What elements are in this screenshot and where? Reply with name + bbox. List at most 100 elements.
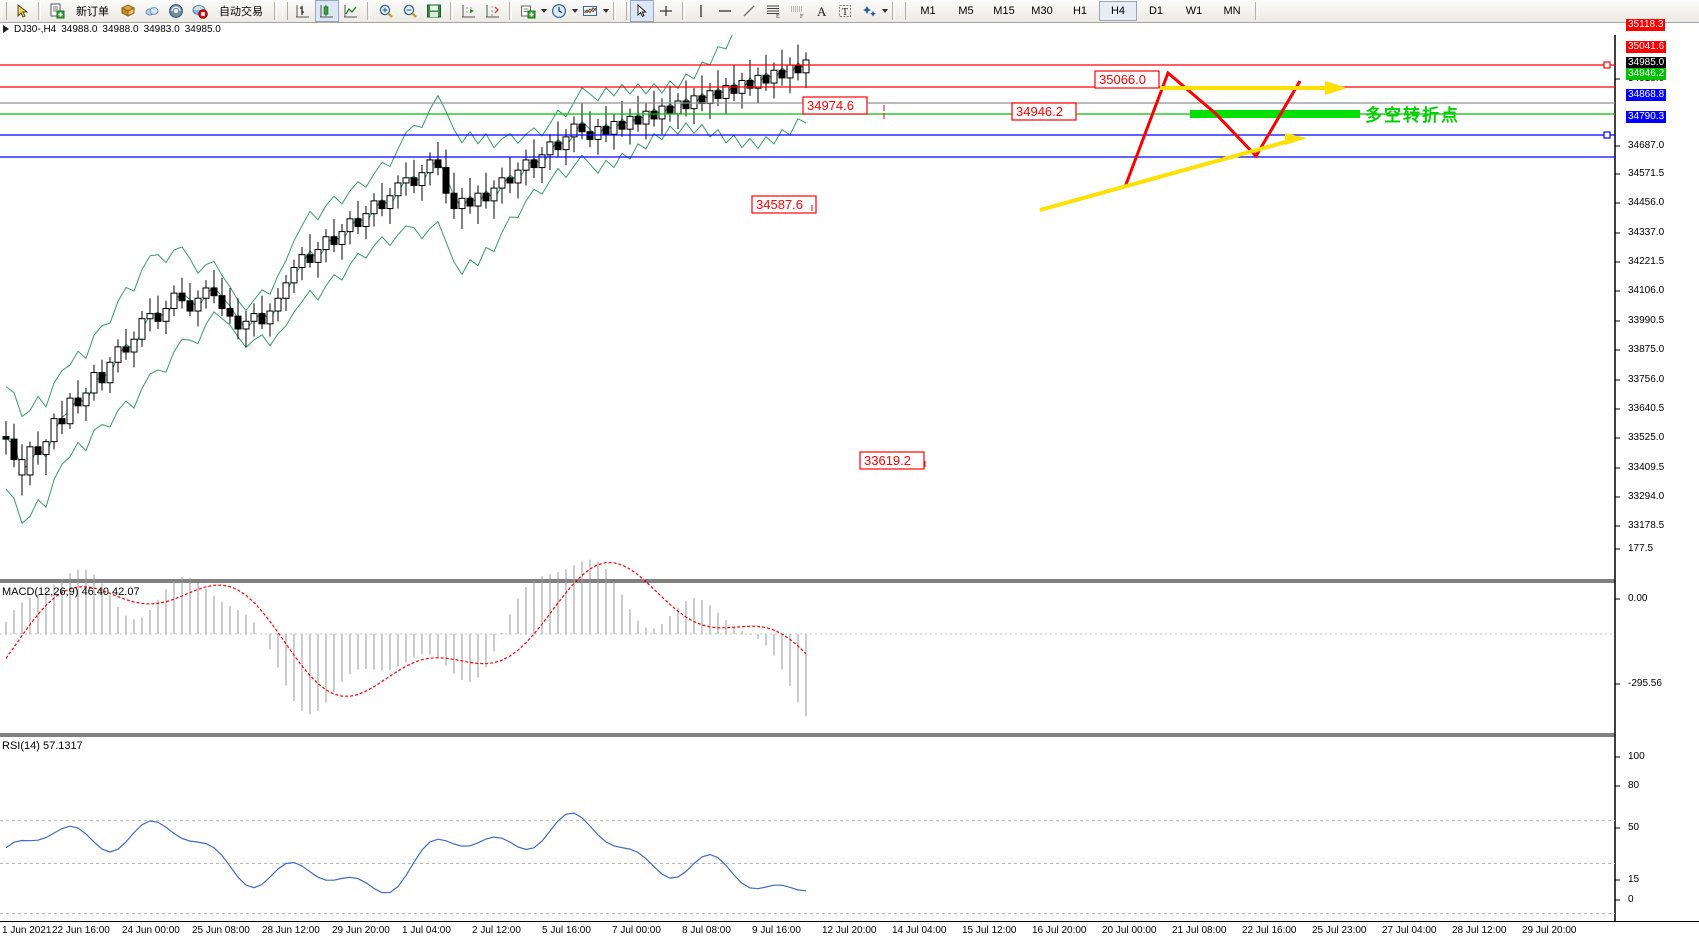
horizontal-line-icon[interactable] (713, 0, 737, 22)
time-label: 25 Jun 08:00 (192, 925, 250, 936)
price-tick-label: 33640.5 (1628, 403, 1665, 414)
bar-chart-icon[interactable] (291, 0, 315, 22)
text-icon[interactable]: A (809, 0, 833, 22)
timeframe-w1[interactable]: W1 (1185, 5, 1203, 17)
candle-body (562, 136, 570, 151)
candle-body (506, 177, 514, 184)
toolbar-grip[interactable] (900, 2, 906, 20)
timeframe-d1[interactable]: D1 (1148, 5, 1164, 17)
cursor-select-icon[interactable] (630, 0, 654, 22)
macd-tick-label: -295.56 (1628, 678, 1662, 689)
fibonacci-icon[interactable]: E (761, 0, 785, 22)
price-tag-label[interactable]: 34790.3 (1626, 111, 1667, 123)
line-chart-icon[interactable] (339, 0, 363, 22)
symbol-low: 34983.0 (143, 23, 180, 35)
candle-body (378, 200, 386, 210)
candle-body (258, 313, 266, 325)
chart-canvas[interactable]: 多空转折点 35066.0 34974.6 34946.2 34587.6 33619.2… (0, 35, 1699, 921)
candle-body (18, 459, 26, 476)
label-icon[interactable]: T (833, 0, 857, 22)
time-label: 28 Jun 12:00 (262, 925, 320, 936)
candle-body (298, 254, 306, 268)
candle-body (266, 310, 274, 325)
price-tag-label[interactable]: 35118.3 (1626, 19, 1666, 31)
clock-dropdown-caret[interactable] (572, 9, 578, 13)
timeframe-m1[interactable]: M1 (920, 5, 936, 17)
zoom-out-icon[interactable] (398, 0, 422, 22)
collapse-arrow-icon[interactable] (3, 25, 9, 33)
expert-advisor-icon[interactable] (116, 0, 140, 22)
candle-body (554, 141, 562, 151)
time-axis[interactable]: 1 Jun 2021 22 Jun 16:00 24 Jun 00:00 25 Jun… (0, 921, 1699, 943)
timeframe-h1[interactable]: H1 (1072, 5, 1088, 17)
price-tag-label[interactable]: 34946.2 (1626, 68, 1667, 80)
toolbar-separator (367, 2, 370, 20)
vertical-line-icon[interactable] (689, 0, 713, 22)
candle-body (690, 95, 698, 110)
time-label: 25 Jul 23:00 (1312, 925, 1367, 936)
time-label: 29 Jul 20:00 (1522, 925, 1577, 936)
candle-body (794, 64, 802, 74)
zoom-in-icon[interactable] (374, 0, 398, 22)
annotation-box (751, 195, 817, 214)
clock-icon[interactable] (547, 0, 571, 22)
candle-body (634, 115, 642, 125)
candle-body (386, 195, 394, 210)
toolbar-grip[interactable] (282, 2, 288, 20)
candle-body (66, 397, 74, 425)
candle-body (426, 159, 434, 174)
price-tag-label[interactable]: 35041.6 (1626, 41, 1667, 53)
candle-body (642, 110, 650, 125)
autotrade-button[interactable]: 自动交易 (219, 5, 263, 18)
candle-body (50, 418, 58, 443)
new-order-button[interactable]: 新订单 (76, 5, 109, 18)
macd-signal-line (5, 561, 807, 697)
cursor-arrow-icon[interactable] (10, 0, 34, 22)
toolbar-grip[interactable] (621, 2, 627, 20)
autotrade-icon[interactable] (188, 0, 212, 22)
cloud-icon[interactable] (140, 0, 164, 22)
candle-body (330, 236, 338, 245)
timeframe-group: M1 M5 M15 M30 H1 H4 D1 W1 MN (909, 1, 1251, 21)
price-tag-label[interactable]: 34985.0 (1626, 57, 1667, 69)
indicators-dropdown-caret[interactable] (603, 9, 609, 13)
macd-tick-label: 177.5 (1628, 543, 1654, 554)
time-label: 7 Jul 00:00 (612, 925, 661, 936)
timeframe-m5[interactable]: M5 (958, 5, 974, 17)
channel-icon[interactable]: F (785, 0, 809, 22)
shapes-icon[interactable] (857, 0, 881, 22)
candle-body (522, 159, 530, 171)
shapes-dropdown-caret[interactable] (882, 9, 888, 13)
candle-body (10, 438, 18, 461)
candle-body (418, 172, 426, 187)
timeframe-m15[interactable]: M15 (993, 5, 1015, 17)
candle-body (210, 287, 218, 297)
signals-icon[interactable] (164, 0, 188, 22)
timeframe-mn[interactable]: MN (1223, 5, 1241, 17)
save-icon[interactable] (422, 0, 446, 22)
chart-area[interactable]: 多空转折点 35066.0 34974.6 34946.2 34587.6 33619.2… (0, 18, 1699, 921)
toolbar-grip[interactable] (1, 2, 7, 20)
trendline-icon[interactable] (737, 0, 761, 22)
templates-icon[interactable] (516, 0, 540, 22)
timeframe-m30[interactable]: M30 (1031, 5, 1053, 17)
macd-caption: MACD(12,26,9) 46.40 42.07 (2, 586, 140, 598)
timeframe-h4[interactable]: H4 (1099, 1, 1137, 21)
candle-body (154, 313, 162, 322)
chinese-annotation: 多空转折点 (1365, 105, 1458, 126)
candle-body (410, 177, 418, 187)
bollinger-lower (5, 118, 807, 525)
candlestick-chart-icon[interactable] (315, 0, 339, 22)
price-tag-label[interactable]: 34868.8 (1626, 89, 1667, 101)
price-tick-label: 34106.0 (1628, 285, 1665, 296)
bollinger-upper (5, 35, 733, 418)
period-separator-icon[interactable] (481, 0, 505, 22)
yellow-arrow-head-upper (1325, 81, 1347, 95)
new-order-icon[interactable] (45, 0, 69, 22)
candle-body (34, 446, 42, 455)
grid-icon[interactable] (457, 0, 481, 22)
indicators-icon[interactable] (578, 0, 602, 22)
toolbar-separator (892, 2, 895, 20)
templates-dropdown-caret[interactable] (541, 9, 547, 13)
crosshair-icon[interactable] (654, 0, 678, 22)
